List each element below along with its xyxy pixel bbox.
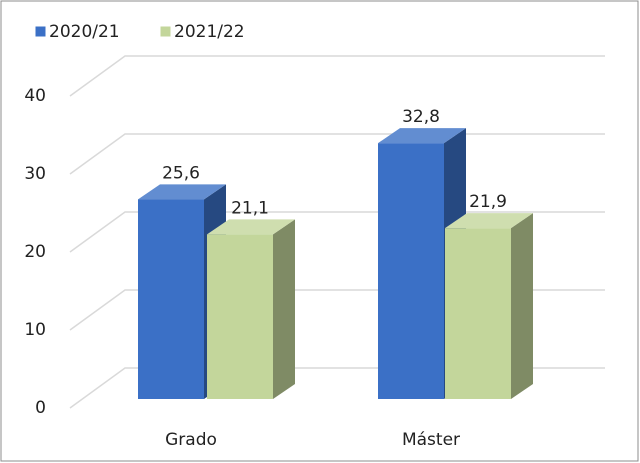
bar: [138, 199, 204, 399]
bar-top: [207, 219, 295, 235]
bar-top: [378, 128, 466, 144]
value-label: 21,1: [231, 198, 269, 218]
legend-label: 2020/21: [49, 22, 120, 42]
legend-swatch: [34, 25, 47, 38]
bar-side: [273, 219, 295, 399]
bar: [207, 234, 273, 399]
value-label: 25,6: [162, 163, 200, 183]
x-tick-label: Máster: [402, 430, 460, 450]
bar-side: [511, 213, 533, 399]
x-tick-label: Grado: [165, 430, 217, 450]
value-label: 21,9: [469, 192, 507, 212]
bar-top: [445, 213, 533, 229]
y-tick-label: 0: [35, 398, 46, 418]
bar-top: [138, 184, 226, 200]
y-tick-label: 20: [24, 242, 46, 262]
y-tick-label: 30: [24, 164, 46, 184]
grid-line: [69, 55, 605, 97]
bar: [378, 143, 444, 399]
legend-swatch: [159, 25, 172, 38]
y-tick-label: 40: [24, 86, 46, 106]
value-label: 32,8: [402, 107, 440, 127]
bar: [445, 228, 511, 399]
y-tick-label: 10: [24, 320, 46, 340]
legend-label: 2021/22: [174, 22, 245, 42]
